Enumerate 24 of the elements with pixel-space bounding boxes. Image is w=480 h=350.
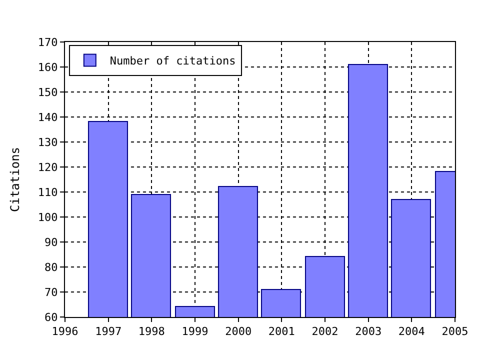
x-tick-label: 2004 (398, 325, 426, 338)
y-tick-label: 70 (44, 286, 58, 299)
x-tick-label: 2000 (225, 325, 252, 338)
x-tick-label: 2005 (442, 325, 468, 338)
x-tick-label: 1997 (95, 325, 122, 338)
y-tick-label: 120 (38, 160, 58, 174)
x-tick-label: 1999 (182, 325, 208, 338)
x-tick-label: 2002 (312, 325, 338, 338)
y-tick-label: 80 (44, 260, 58, 274)
y-tick-label: 100 (38, 210, 58, 224)
x-tick-label: 2003 (355, 325, 382, 338)
y-tick-label: 170 (38, 36, 58, 49)
y-axis-title: Citations (8, 146, 22, 212)
y-tick-label: 90 (44, 236, 58, 249)
y-tick-label: 60 (44, 310, 58, 324)
y-tick-label: 130 (38, 136, 58, 149)
y-tick-label: 150 (38, 86, 58, 99)
x-tick-label: 1996 (52, 325, 78, 338)
y-tick-label: 110 (38, 186, 58, 199)
y-tick-label: 140 (38, 110, 58, 124)
x-tick-label: 2001 (268, 325, 295, 338)
y-tick-label: 160 (38, 60, 58, 74)
legend-label: Number of citations (110, 54, 236, 68)
x-tick-label: 1998 (138, 325, 165, 338)
